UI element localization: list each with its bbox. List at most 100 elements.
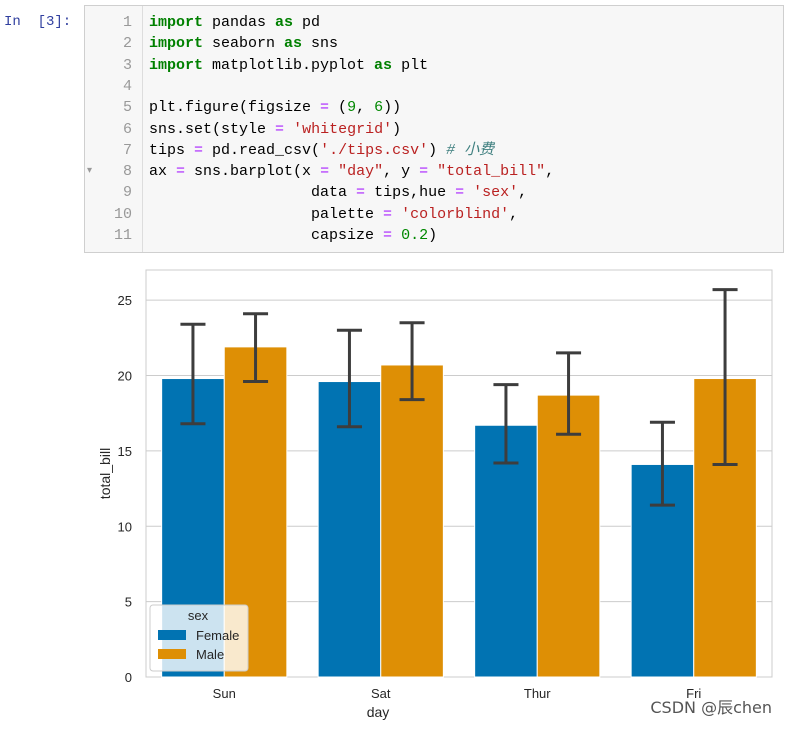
- code-token: =: [455, 184, 465, 202]
- code-token: [464, 184, 473, 201]
- code-token: =: [419, 163, 429, 181]
- code-token: sns.set(style: [149, 120, 276, 138]
- code-token: sns.barplot(x: [185, 163, 321, 181]
- code-token: pd: [293, 14, 321, 31]
- code-token: as: [284, 35, 303, 53]
- y-tick-label: 25: [118, 293, 132, 308]
- line-number: 2: [122, 35, 132, 53]
- code-token: =: [176, 163, 186, 181]
- code-line[interactable]: 11 capsize = 0.2): [85, 225, 783, 246]
- y-tick-label: 10: [118, 519, 132, 534]
- code-line[interactable]: 4: [85, 76, 783, 97]
- y-tick-label: 15: [118, 444, 132, 459]
- line-number: 10: [113, 205, 132, 223]
- code-token: [428, 163, 437, 180]
- code-token: ,: [509, 205, 519, 223]
- code-token: ,: [356, 99, 375, 117]
- code-line[interactable]: 6 sns.set(style = 'whitegrid'): [85, 119, 783, 140]
- fold-arrow-icon[interactable]: ▾: [87, 166, 93, 178]
- code-text[interactable]: capsize = 0.2): [149, 225, 437, 246]
- code-token: "day": [338, 163, 384, 181]
- code-token: import: [149, 35, 204, 53]
- code-text[interactable]: ax = sns.barplot(x = "day", y = "total_b…: [149, 161, 554, 182]
- y-tick-label: 5: [125, 595, 132, 610]
- code-token: =: [275, 120, 285, 138]
- code-token: 6: [374, 99, 384, 117]
- code-token: plt: [392, 56, 429, 74]
- code-token: as: [275, 14, 294, 31]
- legend-label-female: Female: [196, 628, 239, 643]
- line-number-gutter: [85, 6, 143, 252]
- x-tick-label: Sun: [213, 686, 236, 701]
- code-text[interactable]: palette = 'colorblind',: [149, 204, 518, 225]
- code-token: =: [320, 99, 330, 117]
- code-token: import: [149, 56, 204, 74]
- line-number: 1: [122, 14, 132, 31]
- y-tick-label: 0: [125, 670, 132, 685]
- code-token: import: [149, 14, 204, 31]
- code-token: pandas: [203, 14, 276, 31]
- code-token: =: [194, 141, 204, 159]
- code-token: ): [428, 141, 447, 159]
- legend-swatch-female: [158, 630, 186, 640]
- bar-male: [380, 364, 444, 678]
- code-line[interactable]: 3 import matplotlib.pyplot as plt: [85, 55, 783, 76]
- code-token: plt.figure(figsize: [149, 99, 321, 117]
- legend-swatch-male: [158, 649, 186, 659]
- code-text[interactable]: import seaborn as sns: [149, 33, 338, 54]
- code-token: ,: [545, 163, 555, 181]
- y-tick-label: 20: [118, 369, 132, 384]
- code-token: sns: [302, 35, 339, 53]
- output-plot: 0 5 10 15 20 25 Sun Sat Thur Fri day total_bill sex F…: [0, 256, 786, 726]
- code-line[interactable]: 2 import seaborn as sns: [85, 33, 783, 54]
- legend-title: sex: [188, 608, 209, 623]
- line-number: 5: [122, 99, 132, 117]
- code-line[interactable]: 1 import pandas as pd: [85, 12, 783, 33]
- code-token: =: [383, 227, 393, 244]
- code-line[interactable]: 10 palette = 'colorblind',: [85, 204, 783, 225]
- code-text[interactable]: sns.set(style = 'whitegrid'): [149, 119, 401, 140]
- code-token: [329, 163, 338, 180]
- code-cell[interactable]: 1 import pandas as pd 2 import seaborn as s…: [84, 5, 784, 253]
- code-token: )): [383, 99, 402, 117]
- code-line[interactable]: 7 tips = pd.read_csv('./tips.csv') # 小费: [85, 140, 783, 161]
- code-token: tips,hue: [365, 184, 456, 202]
- code-token: matplotlib.pyplot: [203, 56, 375, 74]
- line-number: 4: [122, 77, 132, 95]
- code-text[interactable]: tips = pd.read_csv('./tips.csv') # 小费: [149, 140, 494, 161]
- code-token: ,: [518, 184, 528, 202]
- cell-prompt: In [3]:: [4, 14, 72, 30]
- code-token: ax: [149, 163, 177, 181]
- code-token: './tips.csv': [320, 141, 429, 159]
- code-token: seaborn: [203, 35, 285, 53]
- line-number: 7: [122, 141, 132, 159]
- code-text[interactable]: plt.figure(figsize = (9, 6)): [149, 97, 401, 118]
- y-axis-label: total_bill: [97, 448, 113, 499]
- line-number: 3: [122, 56, 132, 74]
- code-token: # 小费: [446, 141, 495, 159]
- code-token: ): [428, 227, 438, 244]
- bar-female: [474, 424, 538, 678]
- code-line[interactable]: 9 data = tips,hue = 'sex',: [85, 182, 783, 203]
- line-number: 6: [122, 120, 132, 138]
- code-token: 'sex': [473, 184, 519, 202]
- code-line[interactable]: 5 plt.figure(figsize = (9, 6)): [85, 97, 783, 118]
- watermark: CSDN @辰chen: [650, 698, 772, 717]
- code-token: 'whitegrid': [293, 120, 393, 138]
- x-tick-label: Sat: [371, 686, 391, 701]
- code-token: 0.2: [401, 227, 429, 244]
- code-token: 'colorblind': [401, 205, 510, 223]
- code-text[interactable]: data = tips,hue = 'sex',: [149, 182, 527, 203]
- line-number: 8: [122, 163, 132, 181]
- code-line[interactable]: ▾ 8 ax = sns.barplot(x = "day", y = "total…: [85, 161, 783, 182]
- code-token: [284, 121, 293, 138]
- x-tick-label: Fri: [686, 686, 701, 701]
- code-text[interactable]: import pandas as pd: [149, 12, 320, 33]
- code-text[interactable]: import matplotlib.pyplot as plt: [149, 55, 428, 76]
- code-token: =: [320, 163, 330, 181]
- code-token: , y: [383, 163, 420, 181]
- line-number: 9: [122, 184, 132, 202]
- code-token: as: [374, 56, 393, 74]
- code-token: capsize: [149, 227, 384, 244]
- code-token: =: [356, 184, 366, 202]
